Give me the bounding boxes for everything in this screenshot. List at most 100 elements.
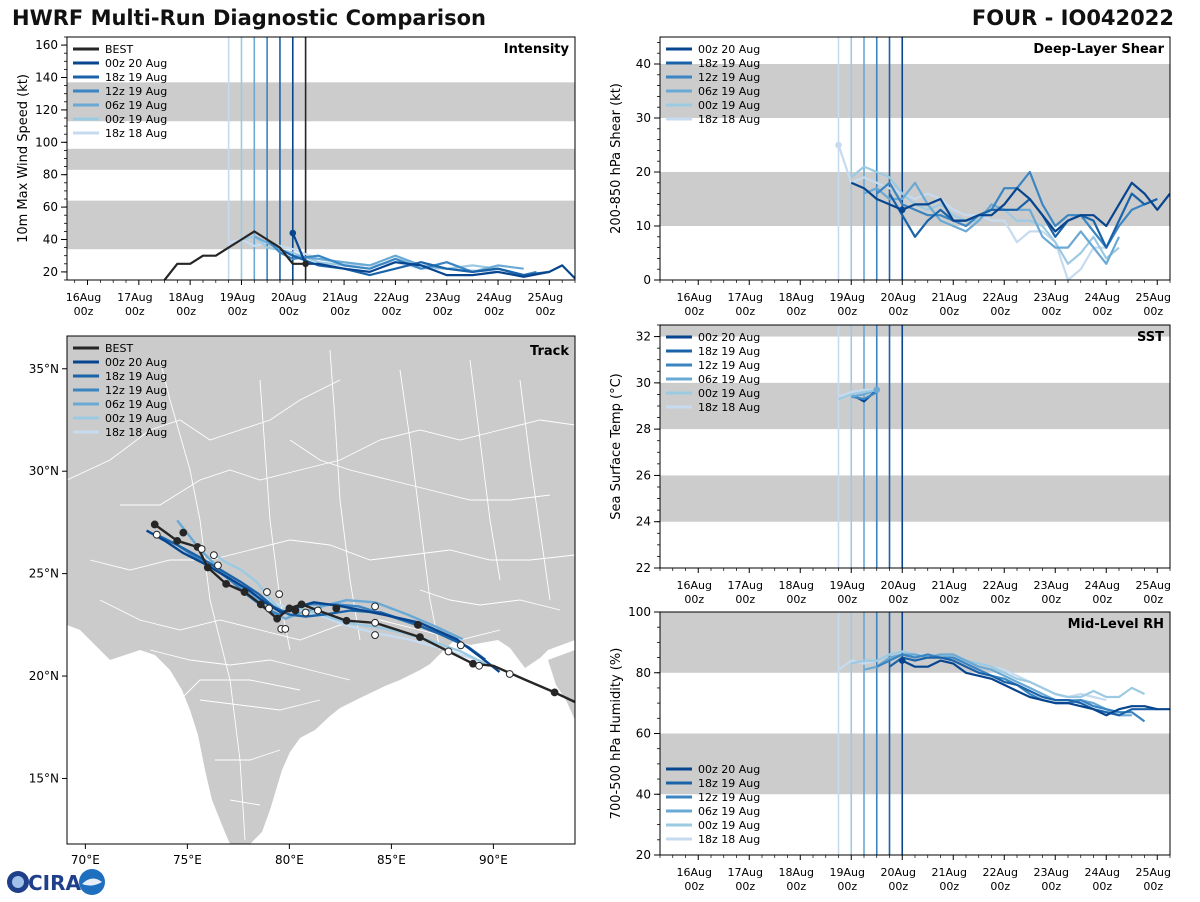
shear-xtick-label: 00z [735, 305, 755, 318]
shear-xtick-label: 17Aug [728, 291, 763, 304]
track-dot-20 [150, 520, 159, 529]
rh-xtick-label: 20Aug [881, 866, 916, 879]
sst-ytick-label: 22 [636, 561, 651, 575]
track-dot-23 [209, 551, 218, 560]
track-dot-32 [281, 625, 290, 633]
intensity-xtick-label: 00z [330, 305, 350, 318]
track-lat-label: 35°N [29, 362, 59, 376]
storm-id: FOUR - IO042022 [971, 6, 1174, 30]
track-dot-14 [240, 588, 249, 596]
rh-legend-label: 00z 19 Aug [698, 819, 760, 832]
rh-legend-label: 18z 18 Aug [698, 833, 760, 846]
shear-xtick-label: 00z [1143, 305, 1163, 318]
track-dot-28 [505, 670, 514, 678]
track-legend-label: 00z 20 Aug [105, 356, 167, 369]
rh-series-18z-19-aug [888, 656, 1158, 717]
rh-xtick-label: 00z [1092, 880, 1112, 893]
shear-xtick-label: 00z [1092, 305, 1112, 318]
sst-ytick-label: 26 [636, 468, 651, 482]
sst-band-1 [660, 382, 1170, 430]
sst-series-18z-18-aug [838, 388, 877, 398]
intensity-xtick-label: 24Aug [476, 291, 511, 304]
intensity-xtick-label: 00z [279, 305, 299, 318]
sst-title: SST [1137, 330, 1164, 345]
intensity-legend-label: 18z 19 Aug [105, 71, 167, 84]
track-lat-label: 15°N [29, 771, 59, 785]
track-lon-label: 70°E [71, 853, 100, 867]
rh-ylabel: 700-500 hPa Humidity (%) [609, 648, 624, 820]
intensity-xtick-label: 00z [433, 305, 453, 318]
sst-ytick-label: 32 [636, 330, 651, 344]
map-base [67, 336, 575, 844]
shear-legend-label: 18z 18 Aug [698, 113, 760, 126]
sst-xtick-label: 00z [1143, 593, 1163, 606]
sst-legend-label: 18z 19 Aug [698, 345, 760, 358]
sst-ytick-label: 28 [636, 422, 651, 436]
intensity-legend-label: BEST [105, 43, 133, 56]
track-legend-label: 06z 19 Aug [105, 398, 167, 411]
track-frame [66, 335, 576, 845]
track-dot-7 [314, 606, 322, 615]
shear-series-18z-19-aug [888, 192, 1158, 249]
shear-xtick-label: 21Aug [932, 291, 967, 304]
intensity-legend-label: 18z 18 Aug [105, 127, 167, 140]
rh-marker-0 [898, 657, 906, 664]
rh-xtick-label: 22Aug [983, 866, 1018, 879]
track-legend-label: 18z 19 Aug [105, 370, 167, 383]
sst-xtick-label: 21Aug [932, 579, 967, 592]
track-dot-21 [152, 530, 161, 539]
intensity-xtick-label: 00z [535, 305, 555, 318]
track-dot-0 [550, 688, 559, 697]
track-dot-33 [371, 631, 379, 639]
shear-title: Deep-Layer Shear [1033, 42, 1164, 57]
intensity-xtick-label: 22Aug [374, 291, 409, 304]
intensity-ytick-label: 80 [43, 168, 58, 182]
sst-band-0 [660, 475, 1170, 522]
sst-series-12z-19-aug [851, 391, 878, 401]
sst-xtick-label: 00z [786, 593, 806, 606]
shear-marker-0 [835, 141, 842, 149]
shear-xtick-label: 16Aug [677, 291, 712, 304]
shear-legend-label: 18z 19 Aug [698, 57, 760, 70]
sst-legend-label: 18z 18 Aug [698, 401, 760, 414]
intensity-xtick-label: 23Aug [425, 291, 460, 304]
sst-ytick-label: 24 [636, 515, 651, 529]
intensity-xtick-label: 18Aug [168, 291, 203, 304]
intensity-xtick-label: 00z [484, 305, 504, 318]
page-title: HWRF Multi-Run Diagnostic Comparison [12, 6, 487, 30]
track-legend-label: 00z 19 Aug [105, 412, 167, 425]
track-dot-12 [265, 604, 273, 613]
intensity-xtick-label: 00z [74, 305, 94, 318]
rh-xtick-label: 23Aug [1034, 866, 1069, 879]
shear-legend-label: 06z 19 Aug [698, 85, 760, 98]
track-dot-31 [301, 608, 310, 617]
shear-ytick-label: 40 [636, 57, 651, 71]
rh-plot-area [837, 612, 1170, 855]
sst-xtick-label: 25Aug [1136, 579, 1171, 592]
rh-xtick-label: 00z [939, 880, 959, 893]
cira-logo: CIRA [6, 866, 106, 898]
shear-xtick-label: 22Aug [983, 291, 1018, 304]
track-dot-34 [263, 588, 271, 596]
track-dot-30 [444, 647, 453, 656]
sst-marker-0 [873, 386, 881, 394]
rh-legend-label: 18z 19 Aug [698, 777, 760, 790]
rh-series-12z-19-aug [876, 653, 1146, 723]
sst-legend-label: 00z 19 Aug [698, 387, 760, 400]
intensity-xtick-label: 20Aug [271, 291, 306, 304]
track-dot-8 [297, 600, 306, 609]
sst-xtick-label: 00z [939, 593, 959, 606]
track-dot-13 [256, 600, 265, 609]
shear-ytick-label: 0 [643, 273, 651, 287]
intensity-xtick-label: 00z [125, 305, 145, 318]
rh-ytick-label: 20 [636, 848, 651, 862]
rh-title: Mid-Level RH [1068, 617, 1164, 632]
intensity-xtick-label: 19Aug [220, 291, 255, 304]
shear-xtick-label: 00z [684, 305, 704, 318]
track-line-18z-19-aug [156, 533, 486, 661]
sst-legend-label: 12z 19 Aug [698, 359, 760, 372]
logo-text: CIRA [28, 871, 82, 895]
sst-xtick-label: 00z [888, 593, 908, 606]
shear-marker-1 [898, 206, 906, 214]
track-dot-18 [173, 536, 182, 545]
